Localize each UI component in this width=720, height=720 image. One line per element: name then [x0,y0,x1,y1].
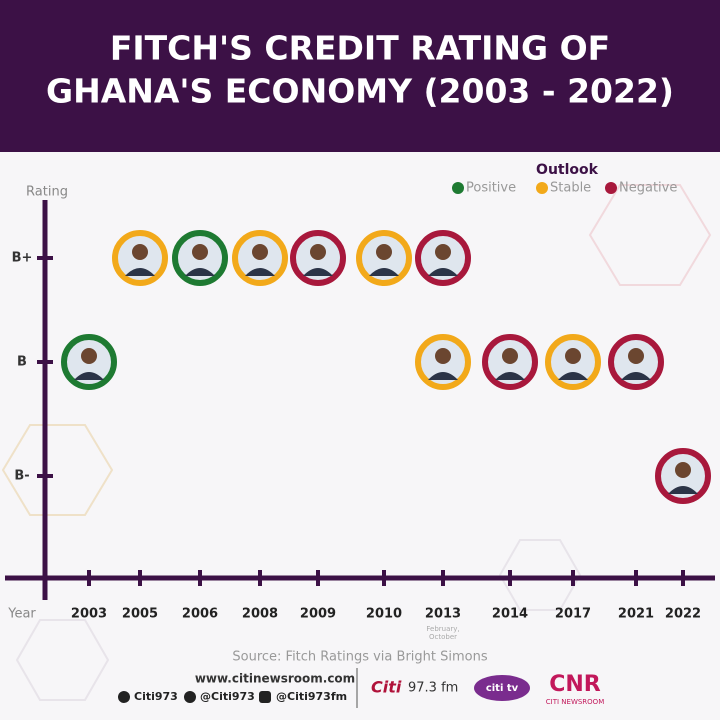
rating-point [172,230,228,286]
decor-hexagons [1,184,712,701]
x-tick-label: 2010 [366,607,402,622]
x-tick-label: 2021 [618,607,654,622]
website: www.citinewsroom.com [195,672,355,686]
portrait-body [185,268,215,276]
brand: CNR [549,672,601,697]
annotation: October [429,633,457,641]
x-tick-label: 2014 [492,607,528,622]
social-handle: @Citi973fm [276,690,347,703]
portrait-head [675,462,691,478]
x-tick-label: 2009 [300,607,336,622]
portrait-body [428,372,458,380]
facebook-icon [118,691,130,703]
x-axis-label: Year [7,607,36,622]
legend-label: Stable [550,181,591,196]
portrait-body [74,372,104,380]
portrait-body [303,268,333,276]
portrait-head [565,348,581,364]
portrait-head [435,244,451,260]
portrait-head [310,244,326,260]
portrait-head [132,244,148,260]
portrait-body [495,372,525,380]
x-tick-label: 2013 [425,607,461,622]
social-handle: @Citi973 [200,690,255,703]
rating-point [356,230,412,286]
annotation: February, [426,625,459,633]
x-tick-label: 2022 [665,607,701,622]
brand: 97.3 fm [408,681,458,696]
rating-point [608,334,664,390]
x-tick-label: 2005 [122,607,158,622]
portrait-body [369,268,399,276]
rating-point [61,334,117,390]
rating-point [112,230,168,286]
portrait-head [376,244,392,260]
title-line: GHANA'S ECONOMY (2003 - 2022) [46,72,674,111]
portrait-body [621,372,651,380]
portrait-body [668,486,698,494]
brand: Citi [371,678,402,697]
social-handle: Citi973 [134,690,178,703]
portrait-head [435,348,451,364]
twitter-icon [184,691,196,703]
portrait-body [245,268,275,276]
legend-label: Negative [619,181,677,196]
x-tick-label: 2008 [242,607,278,622]
title-line: FITCH'S CREDIT RATING OF [110,29,610,68]
brand: citi tv [486,683,519,694]
citi-tv-logo [474,675,530,701]
y-axis-label: Rating [26,185,68,200]
legend-title: Outlook [536,162,599,178]
rating-point [415,230,471,286]
portrait-head [252,244,268,260]
y-tick-label: B- [14,469,29,484]
x-tick-label: 2003 [71,607,107,622]
rating-point [290,230,346,286]
instagram-icon [259,691,271,703]
portrait-head [81,348,97,364]
portrait-head [502,348,518,364]
rating-point [232,230,288,286]
legend-swatch [536,182,548,194]
x-tick-label: 2006 [182,607,218,622]
portrait-body [428,268,458,276]
rating-point [545,334,601,390]
portrait-body [558,372,588,380]
rating-point [655,448,711,504]
rating-point [482,334,538,390]
portrait-head [628,348,644,364]
legend-swatch [452,182,464,194]
brand: CITI NEWSROOM [546,698,604,706]
x-tick-label: 2017 [555,607,591,622]
portrait-body [125,268,155,276]
legend-label: Positive [466,181,516,196]
rating-point [415,334,471,390]
portrait-head [192,244,208,260]
social: Citi973 @Citi973 @Citi973fm [118,690,347,703]
source: Source: Fitch Ratings via Bright Simons [232,650,487,665]
y-tick-label: B [17,355,27,370]
legend-swatch [605,182,617,194]
y-tick-label: B+ [12,251,33,266]
header [0,0,720,152]
